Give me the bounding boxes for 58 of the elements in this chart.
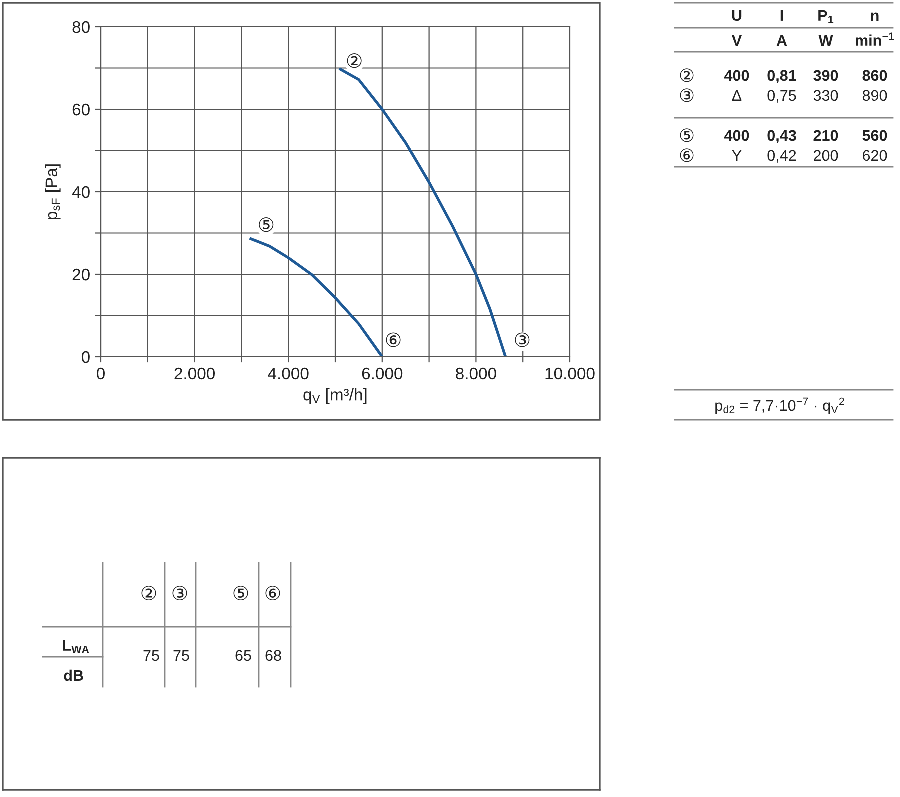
- text: I: [780, 10, 784, 21]
- text: 0,43: [768, 130, 796, 144]
- x-tick-label: 8.000: [456, 368, 496, 380]
- text: W: [818, 35, 834, 46]
- text: 560: [862, 130, 888, 142]
- text: min$^{−1}$: [856, 32, 894, 46]
- text: ⑥: [266, 586, 280, 601]
- annotation: ⑥: [386, 332, 401, 348]
- y-tick-label: 60: [72, 104, 90, 116]
- text: 200: [814, 150, 838, 162]
- text: 390: [814, 70, 838, 82]
- text: ③: [680, 88, 694, 102]
- annotation: ⑤: [259, 218, 274, 232]
- text: A: [776, 35, 788, 46]
- x-tick-label: 2.000: [174, 368, 216, 380]
- text: 400: [724, 70, 750, 82]
- y-tick-label: 0: [82, 351, 90, 364]
- annotation: ②: [347, 54, 362, 68]
- text: P$_{1}$: [818, 10, 834, 24]
- text: Δ: [732, 90, 742, 101]
- text: 330: [814, 90, 838, 102]
- x-axis-title: q$_{V}$ [m³/h]: [304, 388, 367, 404]
- x-tick-label: 0: [97, 368, 105, 380]
- text: 0,75: [768, 90, 796, 103]
- y-tick-label: 80: [72, 21, 90, 34]
- text: ⑤: [234, 586, 248, 601]
- text: V: [732, 35, 742, 46]
- text: 65: [236, 650, 252, 662]
- x-tick-label: 4.000: [268, 368, 309, 380]
- line-series: [339, 68, 508, 357]
- text: 620: [863, 150, 888, 162]
- text: dB: [64, 670, 84, 682]
- y-axis-title: p$_{sF}$ [Pa]: [45, 164, 61, 220]
- text: 400: [724, 130, 750, 142]
- text: n: [871, 12, 879, 21]
- text: 860: [862, 70, 888, 82]
- text: 0,81: [768, 70, 796, 84]
- text: 0,42: [768, 150, 796, 163]
- text: U: [732, 10, 742, 22]
- text: p$_{d2}$ = 7,7·10$^{−7}$ · q$_{V}$$^{2}$: [716, 398, 844, 414]
- text: 75: [174, 650, 190, 662]
- line-series: [250, 238, 384, 357]
- text: ②: [142, 586, 156, 601]
- y-tick-label: 20: [72, 268, 90, 281]
- x-tick-label: 6.000: [362, 368, 403, 380]
- text: 68: [266, 650, 282, 662]
- y-tick-label: 40: [72, 186, 90, 198]
- text: L$_{WA}$: [63, 640, 90, 654]
- annotation: ③: [515, 332, 530, 348]
- text: ⑥: [680, 148, 694, 162]
- text: ②: [680, 68, 694, 82]
- text: ③: [172, 586, 188, 601]
- text: 75: [144, 650, 160, 662]
- text: 210: [814, 130, 838, 142]
- text: ⑤: [680, 128, 694, 142]
- text: 890: [862, 90, 888, 102]
- text: Y: [732, 150, 742, 161]
- x-tick-label: 10.000: [546, 368, 595, 380]
